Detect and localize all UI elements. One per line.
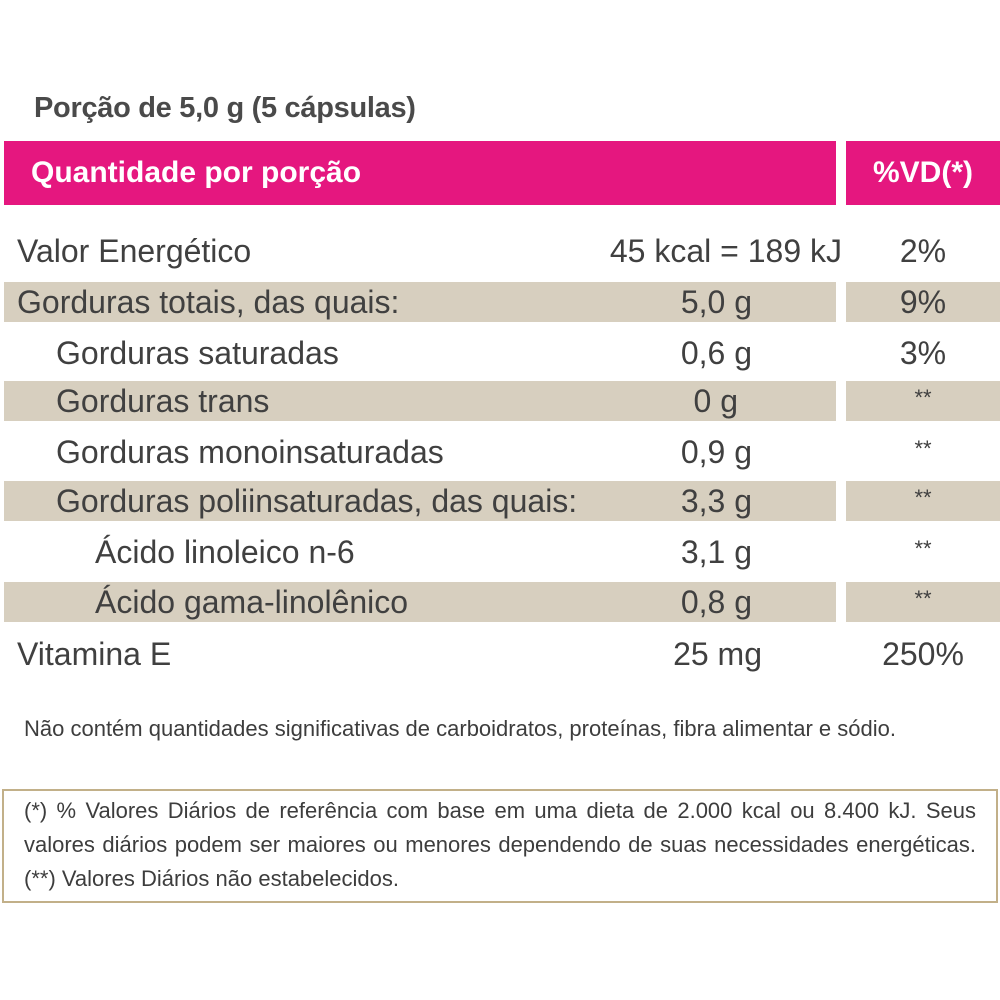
nutrient-vd: ** — [914, 436, 932, 461]
table-row: Vitamina E 25 mg 250% — [0, 634, 1000, 674]
nutrient-label: Gorduras trans — [56, 383, 270, 419]
nutrient-vd: ** — [914, 385, 932, 410]
nutrient-vd: ** — [914, 485, 932, 510]
nutrient-amount: 45 kcal = 189 kJ — [609, 233, 842, 269]
nutrient-label: Gorduras saturadas — [56, 335, 339, 371]
nutrient-vd: ** — [914, 536, 932, 561]
portion-size: Porção de 5,0 g (5 cápsulas) — [34, 92, 416, 124]
nutrient-label: Valor Energético — [17, 233, 252, 269]
row-background — [4, 481, 836, 521]
table-row: Gorduras trans 0 g ** — [0, 381, 1000, 421]
header-daily-value: %VD(*) — [846, 141, 1000, 205]
table-row: Gorduras saturadas 0,6 g 3% — [0, 333, 1000, 373]
daily-value-footnote: (*) % Valores Diários de referência com … — [2, 789, 998, 903]
nutrient-label: Ácido linoleico n-6 — [95, 534, 355, 570]
row-background — [4, 282, 836, 322]
table-row: Gorduras monoinsaturadas 0,9 g ** — [0, 432, 1000, 472]
nutrient-amount: 25 mg — [673, 636, 762, 672]
nutrient-label: Vitamina E — [17, 636, 172, 672]
table-row: Valor Energético 45 kcal = 189 kJ 2% — [0, 231, 1000, 271]
nutrient-label: Gorduras totais, das quais: — [17, 284, 400, 320]
table-row: Gorduras totais, das quais: 5,0 g 9% — [0, 282, 1000, 322]
table-row: Ácido linoleico n-6 3,1 g ** — [0, 532, 1000, 572]
row-background — [846, 481, 1000, 521]
nutrient-amount: 0,9 g — [680, 434, 752, 470]
nutrient-amount: 3,1 g — [680, 534, 752, 570]
row-background — [846, 582, 1000, 622]
nutrient-amount: 5,0 g — [680, 284, 752, 320]
nutrient-vd: 9% — [899, 284, 947, 320]
nutrient-label: Gorduras monoinsaturadas — [56, 434, 444, 470]
nutrient-vd: 2% — [899, 233, 947, 269]
nutrient-vd: ** — [914, 586, 932, 611]
table-row: Ácido gama-linolênico 0,8 g ** — [0, 582, 1000, 622]
table-row: Gorduras poliinsaturadas, das quais: 3,3… — [0, 481, 1000, 521]
nutrient-amount: 0,6 g — [680, 335, 752, 371]
header-quantity: Quantidade por porção — [4, 141, 836, 205]
nutrients-note: Não contém quantidades significativas de… — [24, 716, 896, 741]
nutrient-label: Ácido gama-linolênico — [95, 584, 409, 620]
nutrient-amount: 0,8 g — [680, 584, 752, 620]
nutrient-label: Gorduras poliinsaturadas, das quais: — [56, 483, 578, 519]
row-background — [846, 282, 1000, 322]
nutrient-vd: 3% — [899, 335, 947, 371]
row-background — [846, 381, 1000, 421]
nutrient-amount: 3,3 g — [680, 483, 752, 519]
row-background — [4, 582, 836, 622]
nutrient-vd: 250% — [882, 636, 964, 672]
nutrient-amount: 0 g — [693, 383, 738, 419]
row-background — [4, 381, 836, 421]
